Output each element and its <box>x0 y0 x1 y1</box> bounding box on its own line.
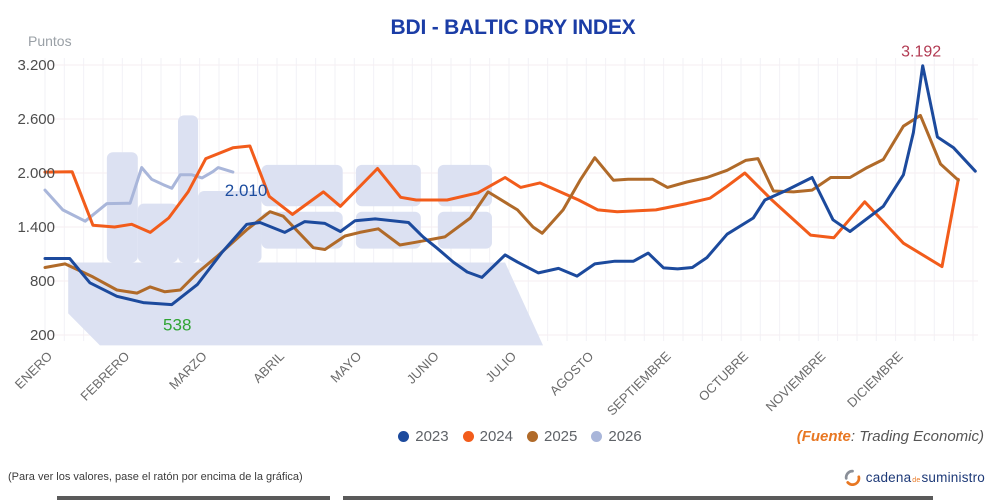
chart-title: BDI - BALTIC DRY INDEX <box>390 16 636 39</box>
y-tick-label-1.400: 1.400 <box>17 219 55 236</box>
legend-item-2023[interactable]: 2023 <box>398 428 449 445</box>
cadena-suministro-logo-icon <box>844 469 861 486</box>
series-line-2024[interactable] <box>43 144 960 269</box>
x-axis-label-enero: ENERO <box>12 349 55 392</box>
chart-legend: 2023 2024 2025 2026 <box>20 428 1000 445</box>
watermark-shape <box>261 211 343 249</box>
source-text: : Trading Economic) <box>850 428 984 445</box>
logo-suministro: suministro <box>921 470 985 485</box>
watermark-shape <box>198 191 262 263</box>
x-axis-label-julio: JULIO <box>482 349 519 386</box>
legend-dot-2026 <box>591 431 603 442</box>
x-axis-label-septiembre: SEPTIEMBRE <box>604 348 674 418</box>
legend-label-2024: 2024 <box>479 428 513 445</box>
x-axis-label-mayo: MAYO <box>327 349 364 386</box>
legend-label-2026: 2026 <box>608 428 642 445</box>
x-axis-label-diciembre: DICIEMBRE <box>844 348 906 410</box>
annotation-538: 538 <box>163 316 191 335</box>
legend-item-2026[interactable]: 2026 <box>591 428 642 445</box>
x-axis-label-junio: JUNIO <box>404 349 442 387</box>
hover-hint-note: (Para ver los valores, pase el ratón por… <box>8 471 303 483</box>
x-axis-label-octubre: OCTUBRE <box>696 348 752 404</box>
watermark-shape <box>437 211 492 249</box>
x-axis-label-abril: ABRIL <box>250 349 287 386</box>
cropped-text-artifact-right <box>343 496 933 500</box>
series-line-2025[interactable] <box>43 113 960 295</box>
logo-cadena: cadena <box>865 470 912 485</box>
legend-label-2023: 2023 <box>415 428 449 445</box>
annotation-3.192: 3.192 <box>901 44 941 61</box>
legend-dot-2024 <box>462 431 474 442</box>
legend-label-2025: 2025 <box>544 428 578 445</box>
logo-text: cadenadesuministro <box>866 470 985 485</box>
y-tick-label-800: 800 <box>30 273 55 290</box>
legend-item-2024[interactable]: 2024 <box>462 428 513 445</box>
logo-de: de <box>912 477 921 484</box>
cadena-suministro-logo[interactable]: cadenadesuministro <box>844 469 985 486</box>
legend-item-2025[interactable]: 2025 <box>527 428 577 445</box>
legend-dot-2023 <box>398 431 410 442</box>
source-credit: (Fuente: Trading Economic) <box>797 428 984 445</box>
y-tick-label-2.600: 2.600 <box>17 111 55 128</box>
series-line-2026[interactable] <box>43 166 235 223</box>
legend-dot-2025 <box>527 431 538 442</box>
x-axis-label-agosto: AGOSTO <box>547 349 597 399</box>
source-fuente-label: (Fuente <box>796 428 851 445</box>
watermark-shape <box>261 164 343 207</box>
y-tick-label-2.000: 2.000 <box>17 165 55 182</box>
watermark-shape <box>437 164 492 207</box>
y-axis-unit-label: Puntos <box>28 33 72 49</box>
x-axis-label-noviembre: NOVIEMBRE <box>763 348 829 414</box>
cropped-text-artifact-left <box>57 496 330 500</box>
x-axis-label-febrero: FEBRERO <box>77 349 132 404</box>
watermark-shape <box>106 152 138 263</box>
y-tick-label-3.200: 3.200 <box>17 57 55 74</box>
x-axis-label-marzo: MARZO <box>166 349 210 393</box>
annotation-2.010: 2.010 <box>225 181 268 200</box>
y-tick-label-200: 200 <box>30 327 55 344</box>
series-line-2023[interactable] <box>43 64 977 307</box>
